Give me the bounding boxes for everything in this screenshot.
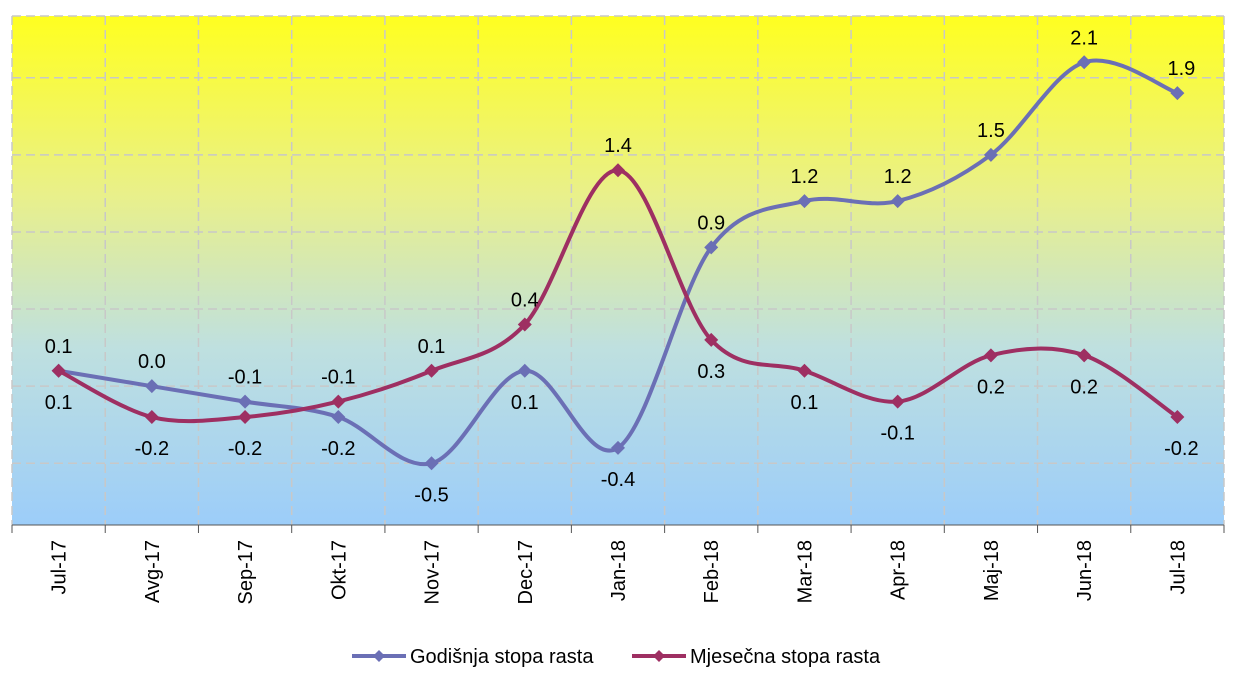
data-label: 1.9: [1167, 58, 1195, 80]
legend-swatch-marker: [653, 650, 665, 662]
data-point-marker: [238, 410, 253, 425]
data-label: 2.1: [1070, 27, 1098, 49]
plot-area-background: [12, 16, 1224, 525]
x-tick-label: Nov-17: [422, 540, 444, 604]
data-label: 0.0: [138, 351, 166, 373]
data-label: 0.1: [418, 336, 446, 358]
data-label: -0.4: [601, 469, 635, 491]
x-tick-label: Sep-17: [235, 540, 257, 605]
data-label: -0.1: [880, 423, 914, 445]
data-point-marker: [424, 456, 439, 471]
data-point-marker: [1170, 410, 1185, 425]
data-point-marker: [704, 332, 719, 347]
data-label: 0.1: [45, 336, 73, 358]
x-tick-label: Feb-18: [701, 540, 723, 603]
x-tick-label: Apr-18: [888, 540, 910, 600]
x-tick-label: Jul-17: [49, 540, 71, 594]
data-point-marker: [983, 147, 998, 162]
data-point-marker: [144, 410, 159, 425]
data-label: 0.3: [697, 361, 725, 383]
data-point-marker: [797, 363, 812, 378]
data-label: 0.1: [511, 392, 539, 414]
legend-label: Godišnja stopa rasta: [410, 646, 594, 668]
x-tick-label: Okt-17: [328, 540, 350, 600]
data-point-marker: [144, 379, 159, 394]
data-point-marker: [611, 440, 625, 455]
data-point-marker: [517, 363, 532, 378]
data-labels: 0.1 0.0 -0.1 -0.2 -0.5 0.1 -0.4 0.9 1.2 1.2 1.5 2.1…: [45, 27, 1199, 506]
data-label: 0.9: [697, 212, 725, 234]
x-tick-label: Jul-18: [1167, 540, 1189, 594]
x-axis: Jul-17 Avg-17 Sep-17 Okt-17 Nov-17 Dec-17 Jan-…: [11, 525, 1225, 605]
data-label: -0.2: [1164, 438, 1198, 460]
data-label: 0.2: [1070, 376, 1098, 398]
data-point-marker: [1077, 55, 1092, 70]
series-lines: [51, 55, 1185, 471]
data-label: -0.1: [321, 367, 355, 389]
x-tick-label: Jan-18: [608, 540, 630, 601]
data-label: 1.2: [791, 166, 819, 188]
data-point-marker: [611, 163, 625, 178]
x-tick-label: Avg-17: [142, 540, 164, 603]
data-point-marker: [890, 394, 905, 409]
data-label: -0.5: [414, 484, 448, 506]
legend-swatch-marker: [373, 650, 385, 662]
data-point-marker: [983, 348, 998, 363]
data-label: -0.2: [321, 438, 355, 460]
data-point-marker: [704, 240, 719, 255]
data-label: 0.2: [977, 376, 1005, 398]
x-tick-label: Dec-17: [515, 540, 537, 604]
data-label: 1.2: [884, 166, 912, 188]
data-point-marker: [331, 410, 346, 425]
legend: Godišnja stopa rasta Mjesečna stopa rasta: [352, 646, 881, 668]
data-label: 0.4: [511, 289, 539, 311]
data-label: -0.1: [228, 367, 262, 389]
data-label: 1.5: [977, 120, 1005, 142]
gridlines: [11, 15, 1225, 525]
data-label: 0.1: [791, 392, 819, 414]
legend-label: Mjesečna stopa rasta: [690, 646, 881, 668]
data-point-marker: [890, 194, 905, 209]
x-tick-label: Mar-18: [794, 540, 816, 603]
data-point-marker: [238, 394, 253, 409]
data-label: -0.2: [135, 438, 169, 460]
data-point-marker: [424, 363, 439, 378]
data-point-marker: [1170, 86, 1185, 101]
data-point-marker: [331, 394, 346, 409]
legend-item: Mjesečna stopa rasta: [632, 646, 881, 668]
data-point-marker: [797, 194, 812, 209]
x-tick-label: Jun-18: [1074, 540, 1096, 601]
x-tick-label: Maj-18: [981, 540, 1003, 601]
data-label: 1.4: [604, 135, 632, 157]
data-point-marker: [51, 363, 66, 378]
data-point-marker: [517, 317, 532, 332]
data-label: -0.2: [228, 438, 262, 460]
legend-item: Godišnja stopa rasta: [352, 646, 594, 668]
data-point-marker: [1077, 348, 1092, 363]
data-label: 0.1: [45, 392, 73, 414]
